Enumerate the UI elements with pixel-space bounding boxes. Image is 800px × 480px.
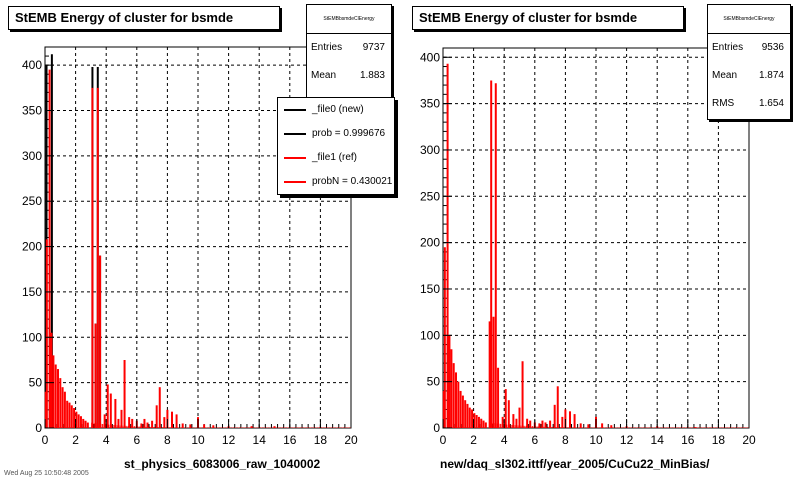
legend-label: _file1 (ref) bbox=[312, 152, 358, 163]
y-tick-label: 200 bbox=[22, 240, 42, 254]
x-tick-label: 14 bbox=[651, 433, 665, 447]
x-tick-label: 2 bbox=[72, 433, 79, 447]
legend-entry-file0: _file0 (new) bbox=[278, 98, 394, 122]
x-tick-label: 6 bbox=[133, 433, 140, 447]
x-tick-label: 18 bbox=[314, 433, 328, 447]
right-histogram-plot: 0 2 4 6 8 10 12 14 16 18 2005010015020025030035040… bbox=[420, 47, 756, 447]
right-stats-name: StEMBbsmdeClEnergy bbox=[708, 5, 790, 34]
right-stats-key: Mean bbox=[712, 70, 738, 81]
left-stats-row-entries: Entries 9737 bbox=[307, 34, 391, 62]
left-legend: _file0 (new) prob = 0.999676 _file1 (ref… bbox=[277, 97, 395, 195]
x-tick-label: 20 bbox=[344, 433, 358, 447]
x-tick-label: 4 bbox=[103, 433, 110, 447]
y-tick-label: 100 bbox=[420, 328, 440, 342]
x-tick-label: 10 bbox=[589, 433, 603, 447]
x-tick-label: 16 bbox=[681, 433, 695, 447]
x-tick-label: 16 bbox=[283, 433, 297, 447]
left-stats-box: StEMBbsmdeClEnergy Entries 9737 Mean 1.8… bbox=[306, 4, 392, 102]
legend-entry-file1: _file1 (ref) bbox=[278, 146, 394, 170]
x-tick-label: 12 bbox=[620, 433, 634, 447]
y-tick-label: 400 bbox=[420, 50, 440, 64]
left-histogram-panel: 0 2 4 6 8 10 12 14 16 18 20 0 50 100 150 200 250 300 350 40… bbox=[8, 4, 395, 471]
right-stats-value: 9536 bbox=[761, 42, 784, 53]
footer-timestamp: Wed Aug 25 10:50:48 2005 bbox=[4, 470, 89, 477]
y-tick-label: 100 bbox=[22, 330, 42, 344]
x-tick-label: 6 bbox=[531, 433, 538, 447]
legend-swatch-red bbox=[284, 157, 306, 159]
y-tick-label: 50 bbox=[427, 375, 441, 389]
legend-entry-probn: probN = 0.430021 bbox=[278, 170, 394, 194]
left-stats-key: Mean bbox=[311, 70, 337, 81]
y-tick-label: 200 bbox=[420, 236, 440, 250]
right-stats-key: Entries bbox=[712, 42, 744, 53]
right-stats-value: 1.654 bbox=[758, 98, 784, 109]
right-stats-box: StEMBbsmdeClEnergy Entries 9536 Mean 1.8… bbox=[707, 4, 791, 120]
y-tick-label: 0 bbox=[433, 421, 440, 435]
y-tick-label: 250 bbox=[420, 189, 440, 203]
left-stats-name: StEMBbsmdeClEnergy bbox=[307, 5, 391, 34]
right-stats-value: 1.874 bbox=[758, 70, 784, 81]
legend-swatch-black bbox=[284, 133, 306, 135]
left-histogram-title: StEMB Energy of cluster for bsmde bbox=[8, 6, 280, 30]
x-tick-label: 8 bbox=[562, 433, 569, 447]
left-stats-key: Entries bbox=[311, 42, 343, 53]
legend-entry-prob: prob = 0.999676 bbox=[278, 122, 394, 146]
y-tick-label: 0 bbox=[35, 421, 42, 435]
x-tick-label: 2 bbox=[470, 433, 477, 447]
legend-label: probN = 0.430021 bbox=[312, 176, 393, 187]
y-tick-label: 400 bbox=[22, 58, 42, 72]
x-tick-label: 0 bbox=[42, 433, 49, 447]
x-tick-label: 10 bbox=[191, 433, 205, 447]
right-stats-row-entries: Entries 9536 bbox=[708, 34, 790, 62]
y-tick-label: 300 bbox=[420, 143, 440, 157]
right-histogram-panel: 0 2 4 6 8 10 12 14 16 18 20 0 50 100 150 200 250 300 350 40… bbox=[400, 0, 800, 480]
y-tick-label: 250 bbox=[22, 194, 42, 208]
right-histogram-title: StEMB Energy of cluster for bsmde bbox=[412, 6, 684, 30]
x-tick-label: 20 bbox=[742, 433, 756, 447]
x-tick-label: 4 bbox=[501, 433, 508, 447]
right-x-axis-title: new/daq_sl302.ittf/year_2005/CuCu22_MinB… bbox=[440, 457, 710, 471]
y-tick-label: 300 bbox=[22, 149, 42, 163]
x-tick-label: 12 bbox=[222, 433, 236, 447]
legend-swatch-red bbox=[284, 181, 306, 183]
x-tick-label: 14 bbox=[253, 433, 267, 447]
legend-label: _file0 (new) bbox=[312, 104, 364, 115]
y-tick-label: 350 bbox=[22, 104, 42, 118]
left-stats-value: 9737 bbox=[362, 42, 385, 53]
right-stats-row-rms: RMS 1.654 bbox=[708, 90, 790, 118]
right-stats-key: RMS bbox=[712, 98, 735, 109]
y-tick-label: 150 bbox=[420, 282, 440, 296]
x-tick-label: 18 bbox=[712, 433, 726, 447]
right-stats-row-mean: Mean 1.874 bbox=[708, 62, 790, 90]
y-tick-label: 50 bbox=[29, 376, 43, 390]
x-tick-label: 0 bbox=[440, 433, 447, 447]
left-x-axis-title: st_physics_6083006_raw_1040002 bbox=[124, 457, 321, 471]
legend-label: prob = 0.999676 bbox=[312, 128, 386, 139]
legend-swatch-black bbox=[284, 109, 306, 111]
y-tick-label: 350 bbox=[420, 97, 440, 111]
left-stats-value: 1.883 bbox=[359, 70, 385, 81]
x-tick-label: 8 bbox=[164, 433, 171, 447]
left-stats-row-mean: Mean 1.883 bbox=[307, 62, 391, 90]
y-tick-label: 150 bbox=[22, 285, 42, 299]
